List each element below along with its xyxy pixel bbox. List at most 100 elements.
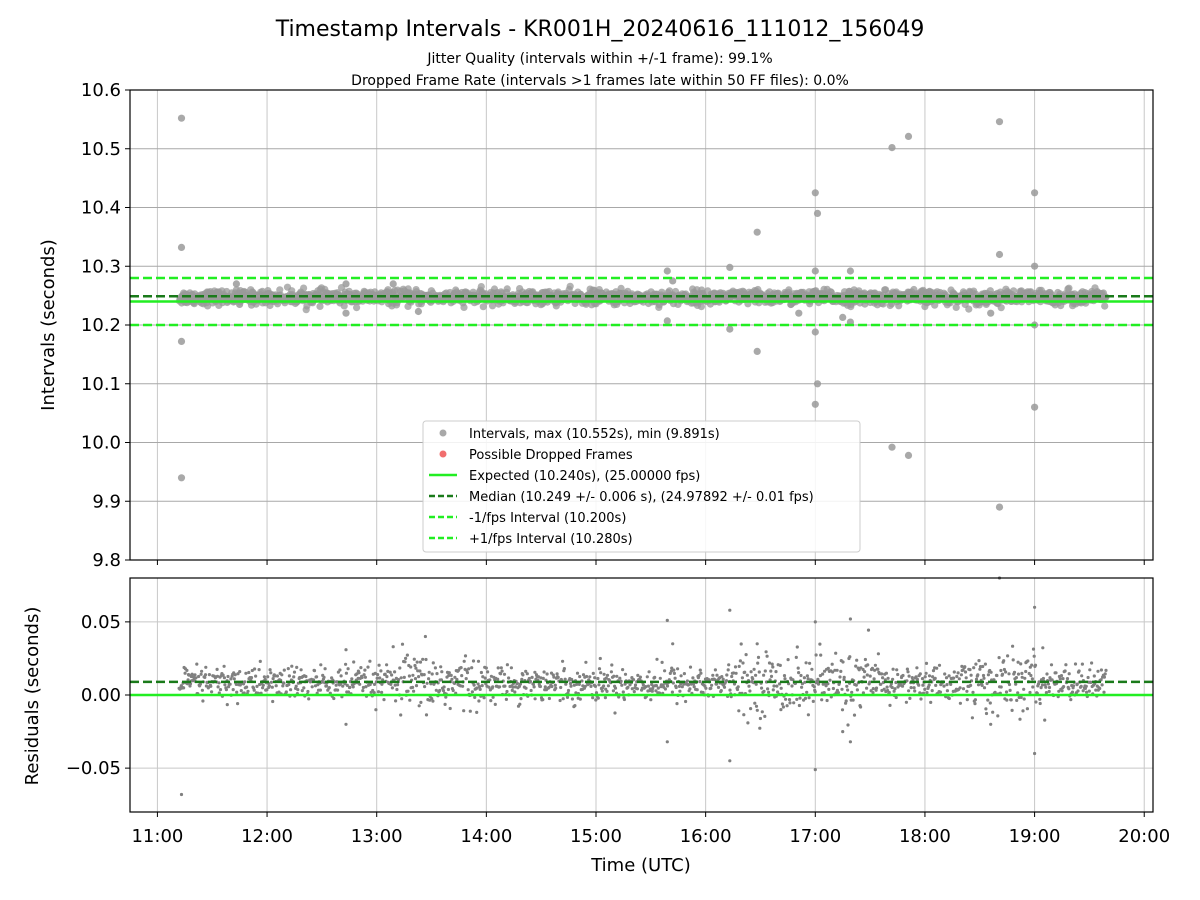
interval-outlier-point xyxy=(904,132,913,140)
residual-point xyxy=(300,689,304,693)
interval-point xyxy=(353,304,361,312)
residual-outlier-point xyxy=(665,618,669,623)
residual-point xyxy=(807,696,811,700)
residual-point xyxy=(466,688,470,692)
interval-outlier-point xyxy=(177,474,186,482)
residual-point xyxy=(562,667,567,671)
residual-point xyxy=(496,666,500,670)
legend-entry-label: +1/fps Interval (10.280s) xyxy=(469,532,633,547)
residual-point xyxy=(947,674,951,678)
residual-point xyxy=(968,668,972,672)
residual-point xyxy=(380,690,384,695)
residual-point xyxy=(505,663,509,667)
residual-point xyxy=(786,658,790,662)
residual-point xyxy=(970,716,975,720)
residual-point xyxy=(770,662,774,666)
chart-title: Timestamp Intervals - KR001H_20240616_11… xyxy=(275,17,925,42)
residual-point xyxy=(785,704,789,708)
residual-point xyxy=(909,686,913,690)
residual-point xyxy=(400,642,405,646)
residual-point xyxy=(553,683,557,687)
residual-point xyxy=(222,664,226,668)
residual-point xyxy=(1014,676,1019,680)
residual-point xyxy=(1040,683,1044,687)
residual-point xyxy=(247,670,251,675)
residual-point xyxy=(621,668,625,672)
residual-point xyxy=(603,696,608,700)
residual-point xyxy=(760,686,764,690)
residual-point xyxy=(464,677,468,681)
residual-point xyxy=(796,666,800,670)
residual-point xyxy=(988,701,992,705)
residual-point xyxy=(433,666,437,670)
residual-point xyxy=(232,677,236,681)
residual-point xyxy=(246,689,250,693)
residual-point xyxy=(991,710,995,714)
residual-point xyxy=(575,671,580,675)
residual-point xyxy=(404,656,408,661)
residual-point xyxy=(486,670,490,674)
residual-point xyxy=(406,689,410,693)
residual-point xyxy=(561,697,565,701)
residual-point xyxy=(1002,659,1006,663)
residual-point xyxy=(907,674,911,678)
residual-point xyxy=(736,685,740,689)
residual-point xyxy=(790,684,794,688)
residual-point xyxy=(719,689,723,693)
residual-point xyxy=(602,684,606,688)
residual-point xyxy=(635,687,640,691)
residual-point xyxy=(374,708,378,712)
residual-point xyxy=(290,664,294,668)
interval-outlier-point xyxy=(342,309,350,317)
residual-point xyxy=(396,683,400,687)
residual-point xyxy=(520,677,524,682)
residual-point xyxy=(414,684,419,688)
residual-point xyxy=(1031,647,1036,651)
residual-point xyxy=(663,669,667,673)
residual-point xyxy=(585,674,589,679)
residual-point xyxy=(475,710,479,715)
residual-point xyxy=(253,667,257,671)
residual-point xyxy=(676,667,680,671)
residual-point xyxy=(813,690,817,694)
residual-point xyxy=(984,707,988,711)
residual-point xyxy=(646,684,651,688)
residual-point xyxy=(821,672,825,676)
residual-point xyxy=(1071,684,1076,688)
residual-point xyxy=(217,681,221,685)
residual-point xyxy=(427,670,431,674)
residual-point xyxy=(964,676,968,680)
residual-point xyxy=(411,673,415,677)
residual-point xyxy=(923,687,927,692)
residual-point xyxy=(286,667,290,671)
residual-point xyxy=(359,666,363,670)
residual-point xyxy=(385,663,389,667)
residual-point xyxy=(438,688,442,693)
residual-point xyxy=(1044,685,1048,689)
residual-point xyxy=(1020,671,1024,676)
residual-point xyxy=(252,688,256,692)
residual-point xyxy=(294,684,298,688)
residual-point xyxy=(947,696,951,701)
residual-point xyxy=(200,688,204,692)
residual-point xyxy=(710,683,714,687)
interval-outlier-point xyxy=(389,280,397,288)
residual-point xyxy=(1098,686,1102,691)
residual-point xyxy=(527,676,531,681)
residual-point xyxy=(834,651,838,655)
residual-point xyxy=(334,683,338,687)
residual-point xyxy=(588,675,592,679)
residual-point xyxy=(597,667,602,671)
residual-point xyxy=(763,669,767,673)
interval-outlier-point xyxy=(995,250,1004,259)
residual-point xyxy=(431,699,435,703)
residual-point xyxy=(868,674,872,678)
residual-point xyxy=(443,702,447,707)
residual-point xyxy=(724,679,729,683)
residual-point xyxy=(691,676,695,680)
residual-point xyxy=(854,683,858,687)
residual-point xyxy=(728,688,732,692)
residual-point xyxy=(806,713,811,717)
residual-outlier-point xyxy=(344,648,348,652)
residual-outlier-point xyxy=(665,740,669,744)
